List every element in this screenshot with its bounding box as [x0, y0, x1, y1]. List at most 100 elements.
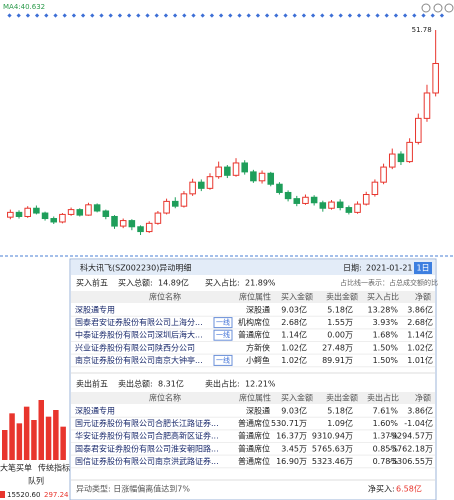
cell-net: -9294.57万: [389, 432, 433, 441]
cell-ratio: 1.37%: [373, 432, 399, 441]
cell-sell: 0.00万: [327, 331, 353, 340]
candle-body: [50, 218, 58, 223]
marker: [62, 13, 67, 18]
cell-buy: 16.37万: [276, 432, 307, 441]
volume-bar: [38, 400, 44, 460]
marker: [16, 13, 21, 18]
candle-body: [310, 196, 318, 204]
seat-tag: 一线: [216, 318, 230, 327]
candle-body: [267, 172, 275, 185]
column-header: 净额: [415, 292, 431, 302]
cell-attr: 普通席位: [238, 456, 270, 466]
volume-bar: [2, 430, 8, 460]
candle-body: [319, 202, 327, 209]
seat-name: 兴业证券股份有限公司陕西分公司: [75, 342, 195, 352]
period-button[interactable]: [414, 262, 432, 274]
marker: [218, 13, 224, 18]
tab[interactable]: 传统指标: [38, 463, 70, 473]
candle-body: [362, 194, 370, 205]
candle-body: [33, 207, 40, 214]
cell-ratio: 1.68%: [373, 331, 399, 340]
candle-body: [345, 207, 353, 213]
footer-net: 6.58亿: [396, 484, 422, 494]
seat-name: 南京证券股份有限公司南京大钟亭...: [75, 355, 203, 365]
column-header: 买入金额: [281, 292, 313, 302]
seat-name: 国元证券股份有限公司合肥长江路证券...: [75, 418, 219, 428]
cell-buy: 3.45万: [281, 444, 307, 453]
candle-body: [224, 166, 231, 176]
candle-body: [128, 220, 136, 228]
candle-body: [284, 191, 292, 200]
tab[interactable]: 大笔买单: [0, 463, 32, 473]
footer-net-label: 净买入:: [368, 484, 395, 494]
cell-sell: 5.18亿: [327, 305, 353, 315]
seat-name: 深股通专用: [75, 406, 115, 416]
total: 14.89亿: [158, 278, 189, 288]
candle-body: [380, 166, 387, 183]
cell-attr: 普通席位: [238, 431, 270, 441]
candle-body: [258, 172, 266, 182]
column-header: 卖出占比: [367, 393, 399, 403]
candle-body: [302, 196, 309, 204]
stat: 15520.60: [7, 491, 40, 499]
table-header-bg: [71, 392, 435, 404]
cell-sell: 89.91万: [322, 356, 353, 365]
column-header: 卖出金额: [326, 292, 358, 302]
cell-net: 3.86亿: [407, 406, 433, 416]
seat-name: 中泰证券股份有限公司深圳后海大...: [75, 330, 203, 340]
ratio-label: 卖出占比:: [205, 379, 240, 389]
cell-attr: 方新侠: [246, 342, 270, 352]
candle-body: [354, 203, 361, 213]
cell-ratio: 7.61%: [373, 407, 399, 416]
marker: [172, 13, 178, 18]
marker: [136, 13, 141, 18]
marker: [246, 13, 251, 18]
ratio-label: 买入占比:: [205, 278, 240, 288]
icon: [0, 491, 5, 498]
seat-tag-box: [213, 354, 233, 366]
cell-attr: 深股通: [246, 406, 270, 416]
cell-ratio: 3.93%: [373, 318, 399, 327]
ratio: 12.21%: [245, 380, 276, 389]
marker: [163, 13, 169, 18]
column-header: 席位名称: [149, 393, 181, 403]
marker: [145, 13, 150, 18]
volume-bar: [16, 423, 23, 460]
date-label: 日期:: [343, 264, 362, 273]
icon[interactable]: [421, 3, 431, 13]
cell-net: -5306.55万: [389, 457, 433, 466]
stat: 297.24: [44, 491, 69, 499]
icon[interactable]: [433, 3, 443, 13]
high-label: 51.78: [412, 26, 432, 34]
cell-buy: 9.03亿: [281, 406, 307, 416]
cell-sell: 9310.94万: [312, 432, 353, 441]
volume-bar: [45, 416, 52, 460]
marker: [25, 13, 31, 18]
marker: [200, 13, 205, 18]
section-label: 卖出前五: [76, 379, 108, 389]
candle-body: [241, 162, 248, 173]
candle-body: [388, 153, 396, 168]
cell-ratio: 0.85%: [373, 444, 399, 453]
period-button-label[interactable]: 1日: [416, 264, 429, 273]
cell-net: 2.68亿: [407, 317, 433, 327]
icon[interactable]: [444, 3, 454, 13]
column-header: 净额: [415, 393, 431, 403]
seat-name: 华安证券股份有限公司合肥高新区证券...: [75, 431, 219, 441]
cell-net: 1.01亿: [407, 355, 433, 365]
seat-tag-box: [213, 317, 233, 329]
cell-buy: 2.68亿: [281, 317, 307, 327]
dialog-title: 科大讯飞(SZ002230)异动明细: [80, 263, 191, 273]
candle-body: [206, 176, 214, 189]
candle-body: [276, 183, 283, 193]
seat-name: 深股通专用: [75, 305, 115, 315]
cell-ratio: 1.50%: [373, 356, 399, 365]
section-label: 买入前五: [76, 278, 108, 288]
ma-label: MA4:40.632: [3, 3, 45, 11]
candle-body: [189, 181, 196, 195]
cell-sell: 1.55万: [327, 318, 353, 327]
cell-net: 3.86亿: [407, 305, 433, 315]
candle-body: [41, 212, 49, 220]
cell-buy: 9.03亿: [281, 305, 307, 315]
candle-body: [215, 166, 222, 178]
